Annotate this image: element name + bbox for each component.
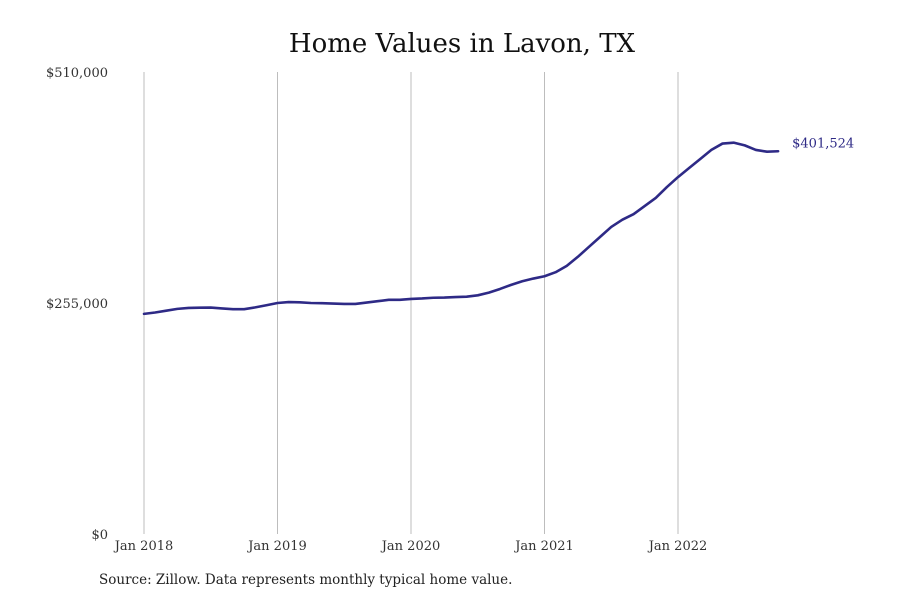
end-value-label: $401,524 [792, 137, 854, 152]
x-axis-tick-labels: Jan 2018 Jan 2019 Jan 2020 Jan 2021 Jan 2022 [113, 539, 708, 554]
y-tick-label: $510,000 [46, 66, 108, 81]
y-axis-tick-labels: $0 $255,000 $510,000 [46, 66, 108, 543]
chart-title: Home Values in Lavon, TX [289, 29, 636, 59]
source-note: Source: Zillow. Data represents monthly … [99, 572, 513, 588]
x-tick-label: Jan 2018 [113, 539, 174, 554]
x-tick-label: Jan 2019 [246, 539, 307, 554]
y-tick-label: $255,000 [46, 297, 108, 312]
vertical-gridlines [143, 72, 679, 534]
x-tick-label: Jan 2022 [647, 539, 708, 554]
series-line-home-value [142, 141, 780, 316]
y-tick-label: $0 [91, 528, 108, 543]
x-tick-label: Jan 2020 [380, 539, 441, 554]
x-tick-label: Jan 2021 [513, 539, 574, 554]
